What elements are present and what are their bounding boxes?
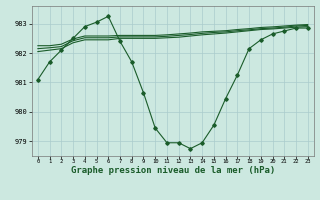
X-axis label: Graphe pression niveau de la mer (hPa): Graphe pression niveau de la mer (hPa)	[71, 166, 275, 175]
